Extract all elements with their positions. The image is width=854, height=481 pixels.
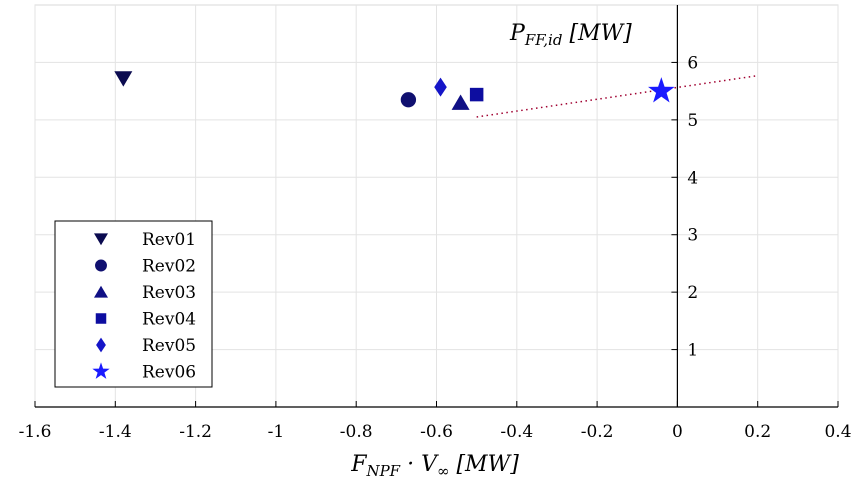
legend-marker-rev04 <box>95 313 107 324</box>
legend-label-rev06: Rev06 <box>142 363 196 383</box>
x-tick-label: 0.4 <box>824 422 851 442</box>
axes: -1.6 -1.4 -1.2 -1 -0.8 -0.6 -0.4 -0.2 0 0.2 0.4 1 2 3… <box>19 5 852 442</box>
x-tick-label: -1.4 <box>99 422 132 442</box>
legend-marker-rev03 <box>94 285 108 298</box>
legend: Rev01 Rev02 Rev03 Rev04 Rev05 Rev06 <box>54 220 213 388</box>
y-tick-label: 5 <box>687 111 698 131</box>
legend-marker-rev05 <box>96 337 106 353</box>
x-tick-label: -0.8 <box>340 422 373 442</box>
legend-label-rev04: Rev04 <box>142 310 196 330</box>
trend-line <box>476 74 758 118</box>
legend-label-rev05: Rev05 <box>142 336 196 356</box>
x-tick-label: -0.6 <box>420 422 453 442</box>
x-tick-label: 0 <box>672 422 683 442</box>
data-point-rev03 <box>451 94 470 110</box>
x-tick-label: 0.2 <box>744 422 771 442</box>
x-tick-label: -1.2 <box>179 422 212 442</box>
legend-marker-rev01 <box>94 233 108 246</box>
y-axis-title: PFF,id [MW] <box>509 21 632 49</box>
legend-marker-rev02 <box>95 259 107 272</box>
legend-label-rev02: Rev02 <box>142 257 196 277</box>
data-point-rev02 <box>400 92 417 108</box>
data-point-rev01 <box>114 71 133 87</box>
x-tick-label: -0.2 <box>581 422 614 442</box>
y-tick-label: 2 <box>687 283 698 303</box>
y-tick-label: 1 <box>687 341 698 361</box>
legend-label-rev01: Rev01 <box>142 230 196 250</box>
y-tick-label: 4 <box>687 168 698 188</box>
trend-line-group <box>476 74 758 118</box>
x-tick-label: -1.6 <box>19 422 52 442</box>
legend-box <box>54 220 213 388</box>
data-point-rev05 <box>434 77 447 97</box>
x-tick-label: -1 <box>268 422 285 442</box>
x-tick-label: -0.4 <box>500 422 533 442</box>
y-tick-label: 6 <box>687 53 698 73</box>
data-point-rev04 <box>469 87 484 102</box>
legend-label-rev03: Rev03 <box>142 283 196 303</box>
legend-marker-rev06 <box>92 362 110 379</box>
y-tick-label: 3 <box>687 226 698 246</box>
data-point-rev06 <box>648 77 675 103</box>
data-points <box>114 71 675 110</box>
x-axis-title: FNPF · V∞ [MW] <box>350 452 519 480</box>
